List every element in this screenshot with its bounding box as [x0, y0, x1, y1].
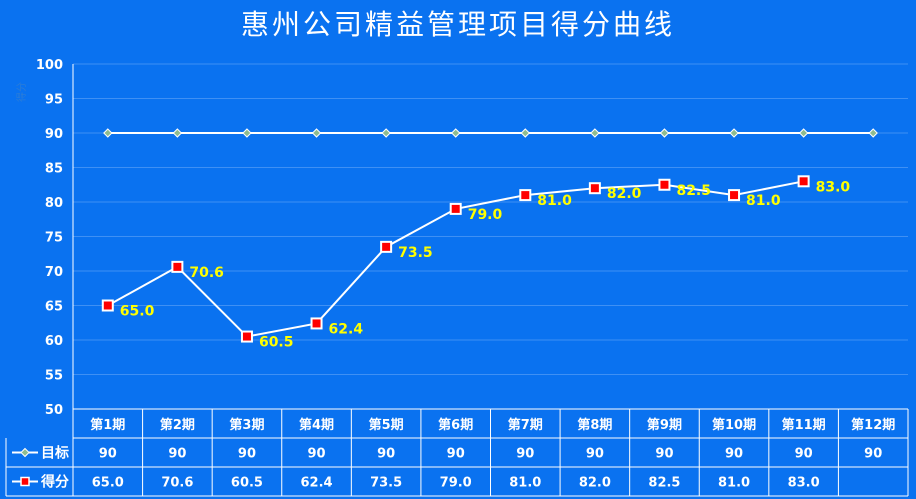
- x-tick-label: 第2期: [160, 417, 195, 433]
- target-point: [868, 128, 878, 138]
- y-tick-label: 70: [45, 265, 63, 280]
- table-cell: 81.0: [509, 476, 541, 491]
- table-cell: 90: [168, 447, 186, 462]
- table-cell: 83.0: [788, 476, 820, 491]
- table-cell: 90: [238, 447, 256, 462]
- x-tick-label: 第9期: [647, 417, 682, 433]
- data-label: 81.0: [537, 193, 572, 209]
- x-tick-label: 第12期: [851, 417, 895, 433]
- data-label: 65.0: [120, 304, 155, 320]
- plot-area: [72, 63, 908, 410]
- x-tick-label: 第1期: [90, 417, 125, 433]
- score-point: [449, 202, 462, 215]
- y-tick-label: 90: [45, 127, 63, 142]
- data-label: 79.0: [468, 207, 503, 223]
- table-cell: 60.5: [231, 476, 263, 491]
- score-point: [519, 189, 532, 202]
- data-label: 81.0: [746, 193, 781, 209]
- y-axis-title: 得分: [16, 82, 28, 102]
- y-tick-label: 65: [45, 300, 63, 315]
- legend-marker-square: [20, 476, 30, 487]
- target-point: [798, 128, 809, 138]
- data-label: 60.5: [259, 335, 294, 351]
- x-tick-label: 第7期: [508, 417, 543, 433]
- score-point: [797, 175, 810, 188]
- score-point: [588, 182, 601, 195]
- legend-label: 目标: [41, 445, 69, 462]
- x-tick-label: 第5期: [369, 417, 404, 433]
- x-tick-label: 第11期: [782, 417, 826, 433]
- data-label: 83.0: [816, 179, 851, 195]
- x-tick-label: 第4期: [299, 417, 334, 433]
- table-cell: 62.4: [301, 476, 333, 491]
- score-point: [658, 178, 671, 191]
- x-tick-label: 第6期: [438, 417, 473, 433]
- series-layer: 65.0 70.6 60.5 62.4 73.5 79.0 81.0 82.0 82.5 81.0…: [101, 128, 878, 351]
- target-point: [381, 128, 391, 138]
- x-tick-label: 第8期: [577, 417, 612, 433]
- table-cell: 90: [516, 447, 534, 462]
- chart-title: 惠州公司精益管理项目得分曲线: [241, 8, 675, 41]
- table-cell: 65.0: [92, 476, 124, 491]
- data-label: 82.5: [676, 183, 711, 199]
- target-point: [451, 128, 461, 138]
- score-point: [240, 330, 253, 343]
- legend-label: 得分: [40, 474, 69, 491]
- table-cell: 90: [795, 447, 813, 462]
- target-point: [172, 128, 183, 138]
- table-cell: 90: [447, 447, 465, 462]
- x-tick-label: 第10期: [712, 417, 756, 433]
- table-cell: 90: [655, 447, 673, 462]
- target-point: [590, 128, 600, 138]
- score-point: [171, 260, 184, 273]
- target-point: [520, 128, 530, 138]
- table-cell: 82.5: [648, 476, 680, 491]
- y-tick-label: 75: [45, 231, 63, 246]
- target-point: [103, 128, 113, 138]
- y-axis: 50 55 60 65 70 75 80 85 90 95 100: [36, 58, 63, 418]
- table-cell: 90: [725, 447, 743, 462]
- table-cell: 90: [864, 447, 882, 462]
- table-cell: 90: [99, 447, 117, 462]
- score-point: [380, 240, 393, 253]
- score-point: [728, 189, 741, 202]
- y-tick-label: 85: [45, 162, 63, 177]
- table-cell: 90: [377, 447, 395, 462]
- score-point: [310, 317, 323, 330]
- table-cell: 82.0: [579, 476, 611, 491]
- table-cell: 79.0: [440, 476, 472, 491]
- y-tick-label: 60: [45, 334, 63, 349]
- x-tick-label: 第3期: [229, 417, 264, 433]
- data-label: 70.6: [189, 265, 224, 281]
- y-tick-label: 100: [36, 58, 63, 73]
- table-cell: 81.0: [718, 476, 750, 491]
- target-point: [311, 128, 322, 138]
- table-cell: 73.5: [370, 476, 402, 491]
- data-table: 第1期 第2期 第3期 第4期 第5期 第6期 第7期 第8期 第9期 第10期 第11期 第12期目…: [5, 409, 909, 497]
- y-tick-label: 95: [45, 93, 63, 108]
- target-point: [729, 128, 739, 138]
- y-tick-label: 55: [45, 369, 63, 384]
- table-cell: 90: [307, 447, 325, 462]
- table-cell: 90: [586, 447, 604, 462]
- data-label: 82.0: [607, 186, 642, 202]
- legend-marker-diamond: [20, 447, 30, 458]
- score-point: [101, 299, 114, 312]
- table-cell: 70.6: [161, 476, 193, 491]
- data-label: 62.4: [329, 321, 364, 337]
- y-tick-label: 50: [45, 403, 63, 418]
- data-label: 73.5: [398, 245, 433, 261]
- target-point: [659, 128, 670, 138]
- y-tick-label: 80: [45, 196, 63, 211]
- target-point: [242, 128, 252, 138]
